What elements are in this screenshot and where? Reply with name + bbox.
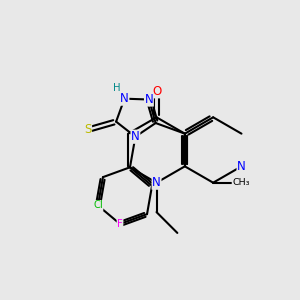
Text: N: N bbox=[145, 93, 153, 106]
Text: N: N bbox=[237, 160, 246, 173]
Text: S: S bbox=[84, 123, 92, 136]
Text: N: N bbox=[131, 130, 140, 143]
Text: H: H bbox=[113, 83, 121, 93]
Text: O: O bbox=[152, 85, 161, 98]
Text: N: N bbox=[120, 92, 129, 105]
Text: CH₃: CH₃ bbox=[232, 178, 250, 187]
Text: F: F bbox=[117, 219, 123, 229]
Text: N: N bbox=[152, 176, 161, 189]
Text: Cl: Cl bbox=[93, 200, 103, 211]
